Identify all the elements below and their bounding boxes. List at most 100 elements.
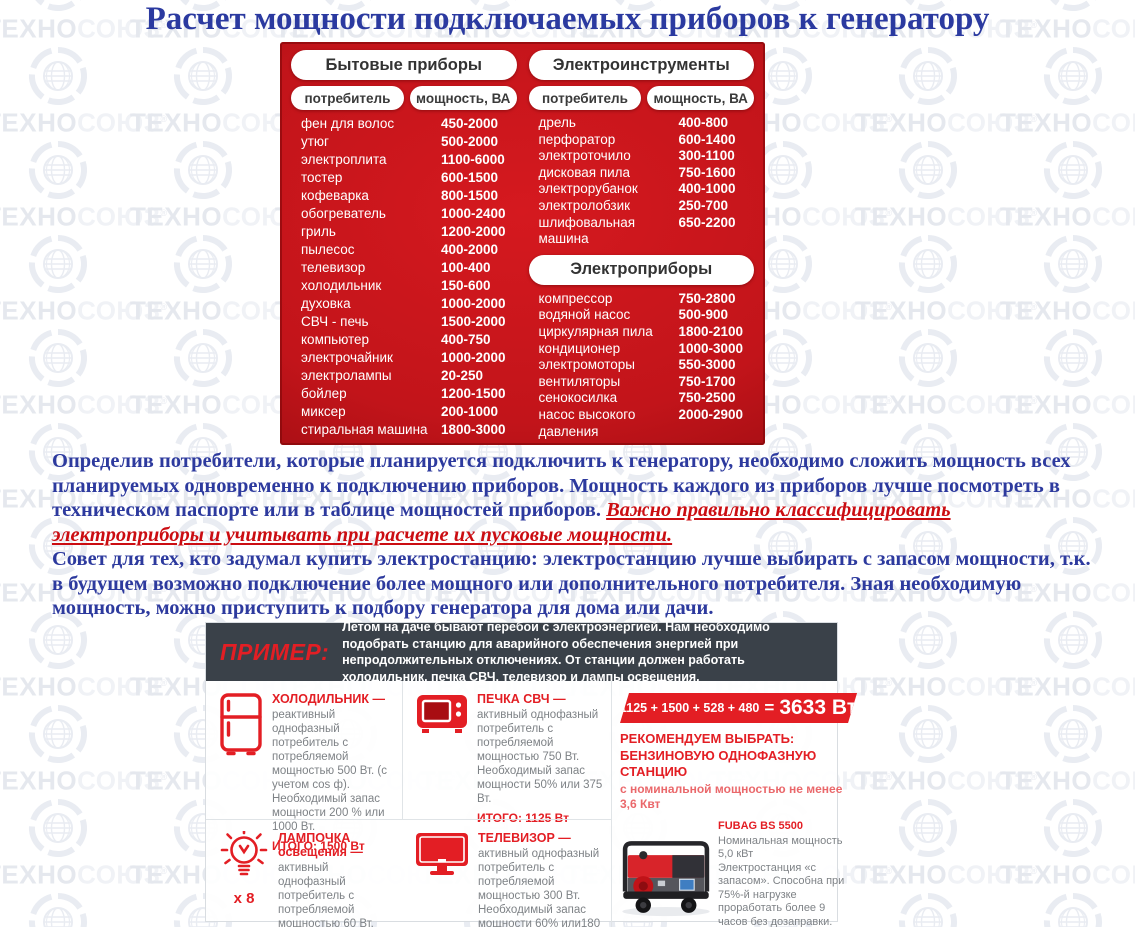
example-item-tv: ТЕЛЕВИЗОР — активный однофазный потребит… xyxy=(402,819,611,927)
watermark-tile: ТЕХНОСОЮЗ® xyxy=(0,234,167,324)
item-description: активный однофазный потребитель с потреб… xyxy=(278,862,374,927)
watermark-tile: ТЕХНОСОЮЗ® xyxy=(855,610,1038,702)
row-power-value: 800-1500 xyxy=(441,188,499,203)
table-row: бойлер 1200-1500 xyxy=(291,385,517,403)
section-header-tools: Электроинструменты xyxy=(528,50,754,80)
row-power-value: 1000-2000 xyxy=(441,350,506,365)
column-headers: потребитель мощность, ВА xyxy=(528,86,754,110)
example-item-lamp: х 8 ЛАМПОЧКА освещения — активный однофа… xyxy=(206,819,402,927)
row-consumer: электроплита xyxy=(301,152,387,167)
table-row: электроплита 1100-6000 xyxy=(291,151,517,169)
table-row: кондиционер 1000-3000 xyxy=(529,341,755,358)
table-row: духовка 1000-2000 xyxy=(291,295,517,313)
watermark-text: ТЕХНОСОЮЗ® xyxy=(1000,201,1135,232)
watermark-tile: ТЕХНОСОЮЗ® xyxy=(855,46,1037,136)
row-power-value: 400-750 xyxy=(441,332,491,347)
watermark-text: ТЕХНОСОЮЗ® xyxy=(0,107,168,138)
watermark-text: ТЕХНОСОЮЗ® xyxy=(855,295,1038,326)
globe-logo-icon xyxy=(130,46,275,106)
item-title: ТЕЛЕВИЗОР — xyxy=(478,831,571,845)
row-consumer: СВЧ - печь xyxy=(301,314,369,329)
row-power-value: 1800-2100 xyxy=(678,323,744,339)
lamp-text: ЛАМПОЧКА освещения — активный однофазный… xyxy=(278,831,396,927)
item-description: активный однофазный потребитель с потреб… xyxy=(477,709,603,805)
power-table: Бытовые приборы потребитель мощность, ВА… xyxy=(280,42,765,445)
row-consumer: фен для волос xyxy=(301,116,395,131)
table-row: водяной насос 500-900 xyxy=(529,307,755,324)
column-header-consumer: потребитель xyxy=(528,86,642,110)
watermark-tile: ТЕХНОСОЮЗ® xyxy=(1000,892,1135,927)
table-row: компьютер 400-750 xyxy=(291,331,517,349)
row-consumer: электрочайник xyxy=(301,350,393,365)
example-panel: ПРИМЕР: Летом на даче бывают перебои с э… xyxy=(205,620,838,927)
watermark-tile: ТЕХНОСОЮЗ® xyxy=(1000,704,1135,794)
watermark-text: ТЕХНОСОЮЗ® xyxy=(130,201,312,232)
row-power-value: 450-2000 xyxy=(441,116,499,131)
globe-logo-icon xyxy=(130,234,275,294)
item-description: активный однофазный потребитель с потреб… xyxy=(478,848,601,927)
watermark-text: ТЕХНОСОЮЗ® xyxy=(855,765,1038,796)
globe-logo-icon xyxy=(855,892,1000,927)
row-consumer: миксер xyxy=(301,404,346,419)
paragraph-advice: Совет для тех, кто задумал купить электр… xyxy=(52,548,1091,620)
globe-logo-icon xyxy=(1000,46,1135,106)
watermark-tile: ТЕХНОСОЮЗ® xyxy=(1000,234,1135,324)
table-row: электромоторы 550-3000 xyxy=(529,357,755,374)
row-consumer: компрессор xyxy=(538,290,613,306)
power-table-right-column: Электроинструменты потребитель мощность,… xyxy=(528,50,755,439)
globe-logo-icon xyxy=(130,140,275,200)
section-header-appliances: Электроприборы xyxy=(528,254,754,285)
watermark-tile: ТЕХНОСОЮЗ® xyxy=(1000,798,1135,888)
row-power-value: 1200-2000 xyxy=(441,224,506,239)
globe-logo-icon xyxy=(855,328,1000,388)
globe-logo-icon xyxy=(1000,704,1135,764)
watermark-text: ТЕХНОСОЮЗ® xyxy=(855,201,1038,232)
table-row: дрель 400-800 xyxy=(529,115,755,132)
row-power-value: 400-2000 xyxy=(441,242,499,257)
row-consumer: насос высокого давления xyxy=(538,406,636,439)
product-description-line2: Электростанция «с запасом». Способна при… xyxy=(718,861,845,927)
example-intro-text: Летом на даче бывают перебои с электроэн… xyxy=(342,620,770,684)
table-row: циркулярная пила 1800-2100 xyxy=(529,324,755,341)
row-power-value: 600-1500 xyxy=(441,170,499,185)
item-title: ПЕЧКА СВЧ — xyxy=(477,692,566,706)
row-power-value: 100-400 xyxy=(441,260,491,275)
watermark-tile: ТЕХНОСОЮЗ® xyxy=(855,892,1000,927)
example-content: ХОЛОДИЛЬНИК — реактивный однофазный потр… xyxy=(206,681,837,927)
globe-logo-icon xyxy=(0,704,130,764)
table-row: фен для волос 450-2000 xyxy=(291,115,517,133)
row-consumer: тостер xyxy=(301,170,343,185)
row-consumer: дисковая пила xyxy=(538,164,631,180)
lamp-count-label: х 8 xyxy=(233,890,255,907)
row-power-value: 750-1600 xyxy=(678,164,736,180)
row-consumer: шлифовальная машина xyxy=(538,214,636,247)
watermark-text: ТЕХНОСОЮЗ® xyxy=(855,671,1038,702)
globe-logo-icon xyxy=(855,140,1000,200)
section-header-household: Бытовые приборы xyxy=(291,50,517,80)
watermark-text: ТЕХНОСОЮЗ® xyxy=(1000,389,1135,420)
table-row: сенокосилка 750-2500 xyxy=(529,390,755,407)
row-power-value: 150-600 xyxy=(441,278,491,293)
page-title: Расчет мощности подключаемых приборов к … xyxy=(145,1,990,37)
sum-equals: = xyxy=(764,698,775,717)
table-row: электроточило 300-1100 xyxy=(529,148,755,165)
row-power-value: 250-700 xyxy=(678,197,729,213)
fridge-icon xyxy=(218,692,264,819)
product-name: FUBAG BS 5500 xyxy=(718,819,803,832)
row-consumer: кофеварка xyxy=(301,188,369,203)
globe-logo-icon xyxy=(0,234,130,294)
row-power-value: 400-1000 xyxy=(678,181,736,197)
row-power-value: 2000-2900 xyxy=(678,406,744,422)
row-consumer: обогреватель xyxy=(301,206,386,221)
watermark-text: ТЕХНОСОЮЗ® xyxy=(130,295,312,326)
watermark-text: ТЕХНОСОЮЗ® xyxy=(0,671,168,702)
microwave-icon xyxy=(415,692,469,819)
watermark-text: ТЕХНОСОЮЗ® xyxy=(1000,107,1135,138)
table-row: электрорубанок 400-1000 xyxy=(529,181,755,198)
table-row: электролобзик 250-700 xyxy=(529,198,755,215)
table-row: дисковая пила 750-1600 xyxy=(529,165,755,182)
globe-logo-icon xyxy=(855,798,1000,858)
table-row: гриль 1200-2000 xyxy=(291,223,517,241)
watermark-text: ТЕХНОСОЮЗ® xyxy=(0,389,168,420)
watermark-tile: ТЕХНОСОЮЗ® xyxy=(0,798,167,888)
